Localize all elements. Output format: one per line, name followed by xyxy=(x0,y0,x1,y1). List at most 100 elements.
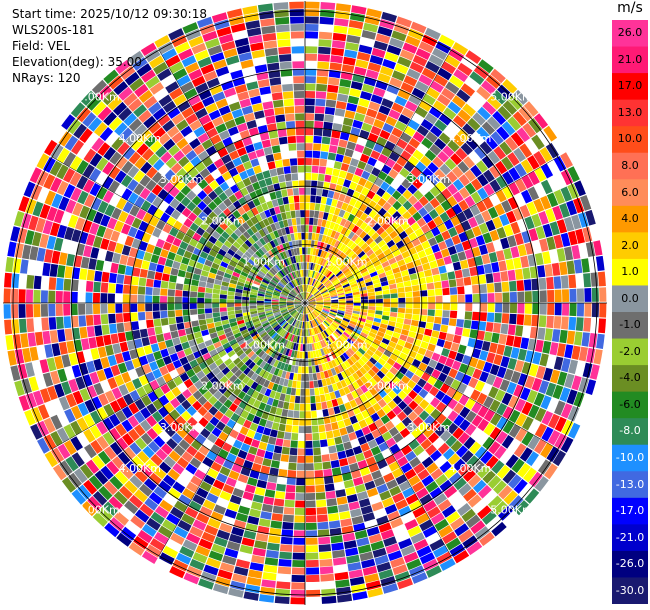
velocity-bin xyxy=(88,117,102,132)
velocity-bin xyxy=(180,185,192,196)
velocity-bin xyxy=(425,276,434,284)
velocity-bin xyxy=(448,318,457,327)
velocity-bin xyxy=(366,335,375,342)
velocity-bin xyxy=(223,217,233,227)
velocity-bin xyxy=(192,390,203,400)
colorbar-swatch xyxy=(612,20,648,48)
velocity-bin xyxy=(192,365,202,374)
velocity-bin xyxy=(292,380,297,388)
velocity-bin xyxy=(503,248,513,260)
velocity-bin xyxy=(296,328,300,336)
velocity-bin xyxy=(566,389,578,405)
velocity-bin xyxy=(437,499,452,512)
velocity-bin xyxy=(435,41,451,54)
velocity-bin xyxy=(196,356,205,365)
velocity-bin xyxy=(176,350,186,359)
velocity-bin xyxy=(310,312,315,319)
velocity-bin xyxy=(430,449,442,462)
velocity-bin xyxy=(486,312,495,323)
velocity-bin xyxy=(58,396,70,411)
velocity-bin xyxy=(402,360,412,370)
velocity-bin xyxy=(259,132,270,141)
velocity-bin xyxy=(147,327,156,337)
velocity-bin xyxy=(341,64,355,73)
velocity-bin xyxy=(200,428,211,439)
velocity-bin xyxy=(386,410,397,420)
velocity-bin xyxy=(50,431,63,447)
velocity-bin xyxy=(206,277,215,284)
velocity-bin xyxy=(424,27,441,40)
velocity-bin xyxy=(265,261,273,269)
velocity-bin xyxy=(264,304,272,308)
velocity-bin xyxy=(424,365,435,375)
velocity-bin xyxy=(46,206,58,222)
velocity-bin xyxy=(108,75,124,90)
velocity-bin xyxy=(158,418,170,430)
velocity-bin xyxy=(319,324,325,331)
velocity-bin xyxy=(271,175,279,184)
velocity-bin xyxy=(490,131,504,145)
velocity-bin xyxy=(302,351,305,359)
velocity-bin xyxy=(581,258,590,273)
velocity-bin xyxy=(236,316,244,322)
velocity-bin xyxy=(368,345,377,353)
velocity-bin xyxy=(256,358,264,366)
velocity-bin xyxy=(289,293,296,298)
velocity-bin xyxy=(242,309,250,313)
velocity-bin xyxy=(429,386,440,397)
velocity-bin xyxy=(242,268,250,275)
velocity-bin xyxy=(311,365,316,373)
velocity-bin xyxy=(86,326,95,338)
velocity-bin xyxy=(308,285,311,293)
velocity-bin xyxy=(370,125,382,136)
velocity-bin xyxy=(595,255,605,271)
velocity-bin xyxy=(361,170,371,180)
velocity-bin xyxy=(178,48,194,61)
velocity-bin xyxy=(259,285,267,291)
velocity-bin xyxy=(269,191,277,200)
velocity-bin xyxy=(333,207,341,216)
velocity-bin xyxy=(245,20,261,30)
velocity-bin xyxy=(327,316,334,321)
velocity-bin xyxy=(279,300,287,302)
velocity-bin xyxy=(210,376,219,385)
velocity-bin xyxy=(166,362,176,373)
velocity-bin xyxy=(301,277,303,285)
velocity-bin xyxy=(311,255,315,263)
velocity-bin xyxy=(317,341,323,349)
velocity-bin xyxy=(266,272,273,279)
velocity-bin xyxy=(180,196,191,207)
velocity-bin xyxy=(342,268,350,275)
velocity-bin xyxy=(239,326,247,332)
velocity-bin xyxy=(402,275,411,282)
velocity-bin xyxy=(408,267,417,275)
velocity-bin xyxy=(70,436,83,451)
velocity-bin xyxy=(348,277,356,283)
velocity-bin xyxy=(552,450,566,467)
velocity-bin xyxy=(376,370,385,379)
velocity-bin xyxy=(464,169,476,182)
velocity-bin xyxy=(160,383,171,395)
velocity-bin xyxy=(477,465,491,479)
velocity-bin xyxy=(228,533,243,544)
velocity-bin xyxy=(270,84,282,93)
velocity-bin xyxy=(423,382,433,393)
velocity-bin xyxy=(474,380,486,392)
velocity-bin xyxy=(349,399,358,408)
velocity-bin xyxy=(208,211,218,221)
velocity-bin xyxy=(501,392,513,406)
velocity-bin xyxy=(117,451,131,465)
velocity-bin xyxy=(533,151,547,166)
velocity-bin xyxy=(257,309,265,313)
velocity-bin xyxy=(227,264,235,272)
velocity-bin xyxy=(183,378,194,389)
velocity-bin xyxy=(357,193,366,203)
velocity-bin xyxy=(141,148,155,161)
velocity-bin xyxy=(268,436,277,445)
velocity-bin xyxy=(300,388,305,396)
velocity-bin xyxy=(361,271,370,277)
velocity-bin xyxy=(88,337,97,349)
velocity-bin xyxy=(321,339,327,347)
velocity-bin xyxy=(305,440,313,448)
velocity-bin xyxy=(175,289,183,297)
